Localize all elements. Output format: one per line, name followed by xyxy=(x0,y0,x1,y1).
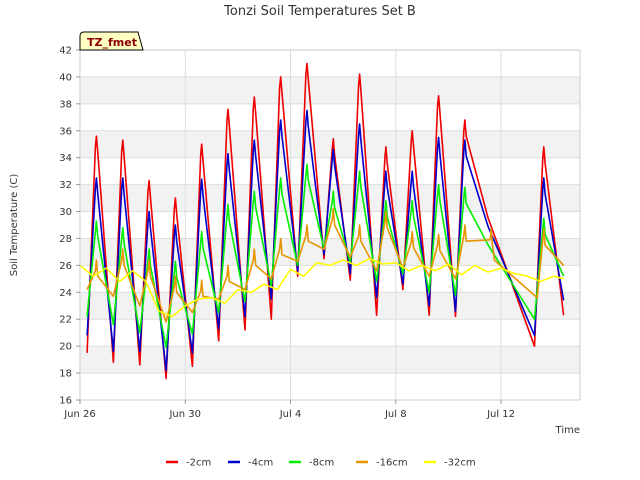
y-tick-label: 34 xyxy=(59,153,72,164)
y-tick-label: 42 xyxy=(59,46,72,57)
series-layer xyxy=(79,62,565,380)
y-axis-title: Soil Temperature (C) xyxy=(9,174,20,277)
x-tick-labels: Jun 26 Jun 30 Jul 4 Jul 8 Jul 12 xyxy=(63,400,515,420)
y-tick-label: 26 xyxy=(59,261,72,272)
y-tick-label: 20 xyxy=(59,342,72,353)
legend-label: -32cm xyxy=(444,458,476,469)
x-tick-label: Jul 4 xyxy=(279,409,302,420)
y-tick-label: 18 xyxy=(59,369,72,380)
legend-item: -32cm xyxy=(424,458,476,469)
x-tick-label: Jun 26 xyxy=(63,409,96,420)
y-tick-labels: 16 18 20 22 24 26 28 30 32 34 36 38 40 42 xyxy=(59,46,80,407)
legend-item: -4cm xyxy=(228,458,273,469)
y-tick-label: 36 xyxy=(59,126,72,137)
y-tick-label: 28 xyxy=(59,234,72,245)
legend-label: -4cm xyxy=(248,458,273,469)
series-line-16cm xyxy=(86,208,565,323)
x-axis-title: Time xyxy=(555,425,580,436)
y-tick-label: 24 xyxy=(59,288,72,299)
grid-band xyxy=(80,76,580,104)
series-line-32cm xyxy=(79,257,564,318)
y-tick-label: 38 xyxy=(59,99,72,110)
legend-label: -16cm xyxy=(376,458,408,469)
y-tick-label: 22 xyxy=(59,315,72,326)
y-tick-label: 30 xyxy=(59,207,72,218)
grid-band xyxy=(80,346,580,374)
station-badge: TZ_fmet xyxy=(79,31,144,51)
y-tick-label: 40 xyxy=(59,72,72,83)
legend-item: -2cm xyxy=(166,458,211,469)
chart-title: Tonzi Soil Temperatures Set B xyxy=(223,4,416,19)
series-line-4cm xyxy=(86,109,565,372)
legend-label: -2cm xyxy=(186,458,211,469)
station-badge-label: TZ_fmet xyxy=(87,36,137,49)
legend-item: -8cm xyxy=(289,458,334,469)
plot-frame xyxy=(79,49,581,401)
series-line-8cm xyxy=(86,163,565,349)
station-badge-box xyxy=(79,31,144,51)
grid-band xyxy=(80,130,580,158)
legend-label: -8cm xyxy=(309,458,334,469)
y-tick-label: 32 xyxy=(59,180,72,191)
x-tick-label: Jun 30 xyxy=(168,409,201,420)
x-tick-label: Jul 12 xyxy=(486,409,515,420)
legend-item: -16cm xyxy=(356,458,408,469)
grid-band xyxy=(80,292,580,320)
x-tick-label: Jul 8 xyxy=(384,409,407,420)
series-line-2cm xyxy=(86,62,565,380)
y-tick-label: 16 xyxy=(59,396,72,407)
legend: -2cm -4cm -8cm -16cm -32cm xyxy=(166,458,476,469)
axes xyxy=(79,49,581,401)
